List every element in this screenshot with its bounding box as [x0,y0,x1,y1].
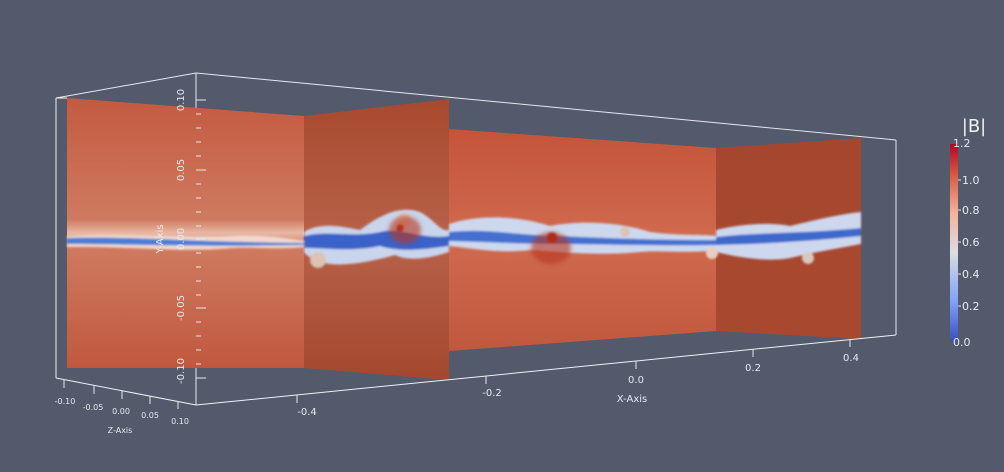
z-tick-label: 0.05 [141,411,159,420]
x-tick-label: -0.2 [482,388,502,399]
x-tick-label: -0.4 [297,407,317,418]
y-tick-label: -0.10 [176,358,187,384]
sheet-highlights [389,216,571,264]
z-tick-label: 0.10 [171,417,189,426]
color-tick-label: 0.4 [962,268,980,281]
x-tick-label: 0.2 [745,363,761,374]
x-tick-label: 0.0 [628,375,644,386]
color-tick-label: 1.2 [953,137,971,150]
y-tick-label: 0.00 [176,228,187,250]
color-legend: |B| 1.2 1.0 0.8 0.6 0.4 0.2 0.0 [950,116,986,349]
color-tick-label: 1.0 [962,174,980,187]
current-sheet [67,209,861,268]
color-tick-label: 0.2 [962,300,980,313]
y-axis: 0.10 0.05 0.00 -0.05 -0.10 Y-Axis [155,89,187,384]
z-axis-ticks [63,380,179,409]
color-tick-label: 0.6 [962,236,980,249]
z-tick-label: 0.00 [112,407,130,416]
z-tick-label: -0.10 [55,397,76,406]
z-axis-title: Z-Axis [108,426,133,435]
y-tick-label: 0.10 [176,89,187,111]
x-axis-title: X-Axis [617,394,648,405]
color-tick-label: 0.8 [962,204,980,217]
slice-panels [67,98,861,380]
slice-panel-1 [67,98,304,368]
color-legend-title: |B| [962,116,986,137]
color-tick-label: 0.0 [953,336,971,349]
x-axis-ticks [296,339,851,403]
y-axis-ticks [196,99,206,379]
y-axis-title: Y-Axis [155,224,166,254]
y-tick-label: 0.05 [176,159,187,181]
x-tick-label: 0.4 [843,353,859,364]
y-tick-label: -0.05 [176,295,187,321]
bounding-box-front [55,97,897,406]
color-bar [950,144,958,342]
z-axis: -0.10 -0.05 0.00 0.05 0.10 Z-Axis [55,397,189,435]
x-axis: -0.4 -0.2 0.0 0.2 0.4 X-Axis [297,353,859,418]
z-tick-label: -0.05 [83,403,104,412]
